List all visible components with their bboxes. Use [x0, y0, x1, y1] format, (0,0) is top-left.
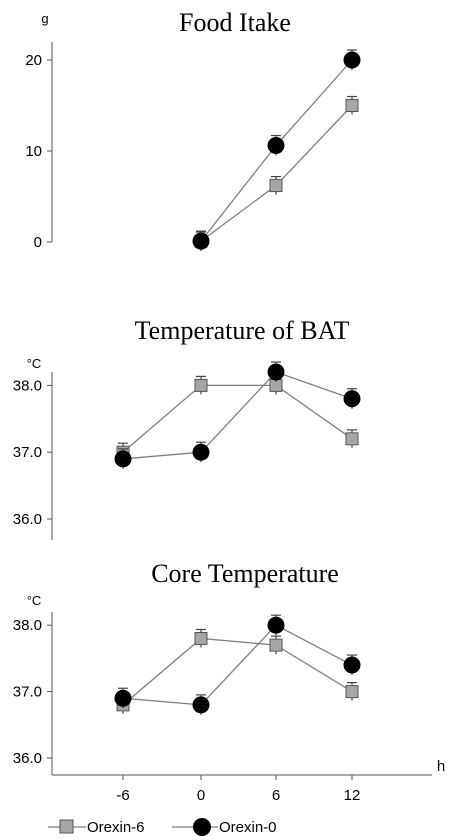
y-tick-label: 36.0: [13, 750, 42, 767]
data-point-square: [345, 432, 359, 446]
y-axis-unit: g: [41, 11, 48, 26]
y-tick-label: 0: [34, 234, 42, 251]
chart-title: Temperature of BAT: [135, 316, 350, 345]
data-point-circle: [192, 696, 210, 714]
legend: Orexin-6 Orexin-0: [48, 818, 277, 836]
y-axis-unit: °C: [27, 593, 42, 608]
legend-square-marker: [59, 819, 74, 834]
series-line-orexin-6: [122, 637, 353, 706]
y-axis-unit: °C: [27, 356, 42, 371]
data-point-circle: [343, 390, 361, 408]
data-point-square: [269, 638, 283, 652]
x-tick-label: -6: [116, 787, 129, 804]
panel-core-temperature: Core Temperature °C h 36.0 37.0 38.0 -6 0 6 12: [13, 559, 445, 804]
y-tick-label: 10: [25, 143, 42, 160]
legend-item-orexin-0: Orexin-0: [172, 818, 277, 836]
y-tick-label: 36.0: [13, 511, 42, 528]
legend-label: Orexin-0: [219, 819, 277, 836]
legend-label: Orexin-6: [87, 819, 145, 836]
data-point-circle: [267, 137, 285, 155]
data-point-circle: [114, 689, 132, 707]
y-tick-label: 20: [25, 52, 42, 69]
data-point-square: [194, 378, 208, 392]
x-tick-label: 6: [272, 787, 280, 804]
series-line-orexin-0: [122, 371, 353, 460]
series-line-orexin-0: [122, 624, 353, 706]
x-axis-unit: h: [437, 758, 445, 775]
y-tick-label: 38.0: [13, 377, 42, 394]
data-point-circle: [114, 450, 132, 468]
data-point-circle: [267, 363, 285, 381]
data-point-square: [269, 179, 283, 193]
legend-item-orexin-6: Orexin-6: [48, 819, 145, 836]
data-point-circle: [343, 51, 361, 69]
chart-title: Food Itake: [179, 8, 291, 37]
data-point-circle: [267, 616, 285, 634]
series-line-orexin-6: [200, 105, 353, 242]
data-point-square: [194, 631, 208, 645]
data-point-circle: [192, 232, 210, 250]
x-tick-label: 12: [344, 787, 361, 804]
data-point-circle: [192, 443, 210, 461]
y-tick-label: 37.0: [13, 684, 42, 701]
panel-food-intake: Food Itake g 0 10 20: [25, 8, 361, 252]
panel-temperature-bat: Temperature of BAT °C 36.0 37.0 38.0: [13, 316, 361, 540]
data-point-circle: [343, 656, 361, 674]
chart-title: Core Temperature: [151, 559, 339, 588]
data-point-square: [345, 99, 359, 112]
legend-circle-marker: [193, 818, 211, 836]
y-tick-label: 38.0: [13, 617, 42, 634]
data-point-square: [345, 685, 359, 699]
y-tick-label: 37.0: [13, 444, 42, 461]
x-tick-label: 0: [197, 787, 205, 804]
series-line-orexin-6: [122, 384, 353, 453]
